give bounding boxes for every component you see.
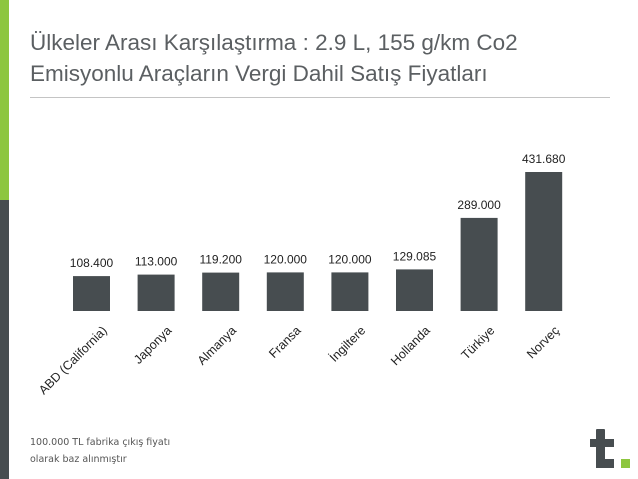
accent-bar-dark [0, 200, 9, 479]
bar [266, 272, 304, 311]
bar-value-label: 129.085 [393, 249, 437, 263]
logo-crossbar [590, 439, 614, 447]
bar-value-label: 120.000 [328, 252, 372, 266]
bar-value-label: 113.000 [135, 255, 178, 269]
t-letter-logo-icon [590, 429, 630, 468]
bar [396, 269, 433, 311]
category-label: Norveç [524, 323, 562, 361]
bar-value-label: 289.000 [457, 198, 501, 212]
slide-title: Ülkeler Arası Karşılaştırma : 2.9 L, 155… [30, 27, 518, 89]
bar-value-label: 431.680 [522, 152, 566, 166]
category-label: Almanya [195, 323, 239, 367]
bar [331, 272, 369, 311]
bar [202, 272, 240, 311]
accent-bar-green [0, 0, 9, 200]
category-label: İngiltere [327, 323, 368, 364]
bar-value-label: 119.200 [199, 253, 242, 267]
bar [73, 276, 110, 311]
footnote-line-1: 100.000 TL fabrika çıkış fiyatı [30, 437, 171, 448]
category-label: ABD (California) [36, 323, 110, 397]
bar [525, 172, 563, 311]
slide-title-line-1: Ülkeler Arası Karşılaştırma : 2.9 L, 155… [30, 30, 518, 55]
category-label: Fransa [266, 323, 303, 360]
footnote: 100.000 TL fabrika çıkış fiyatı olarak b… [30, 434, 170, 468]
slide-title-line-2: Emisyonlu Araçların Vergi Dahil Satış Fi… [30, 61, 488, 86]
logo-dot [621, 459, 630, 468]
logo-stem [596, 429, 605, 467]
title-divider [30, 97, 610, 98]
bar [460, 217, 498, 311]
bar [137, 274, 175, 311]
category-label: Japonya [131, 323, 174, 366]
logo-hook [596, 459, 614, 468]
category-label: Hollanda [388, 323, 433, 368]
bar-value-label: 108.400 [70, 256, 114, 270]
footnote-line-2: olarak baz alınmıştır [30, 454, 127, 465]
category-label: Türkiye [459, 323, 498, 362]
bar-value-label: 120.000 [264, 252, 308, 266]
